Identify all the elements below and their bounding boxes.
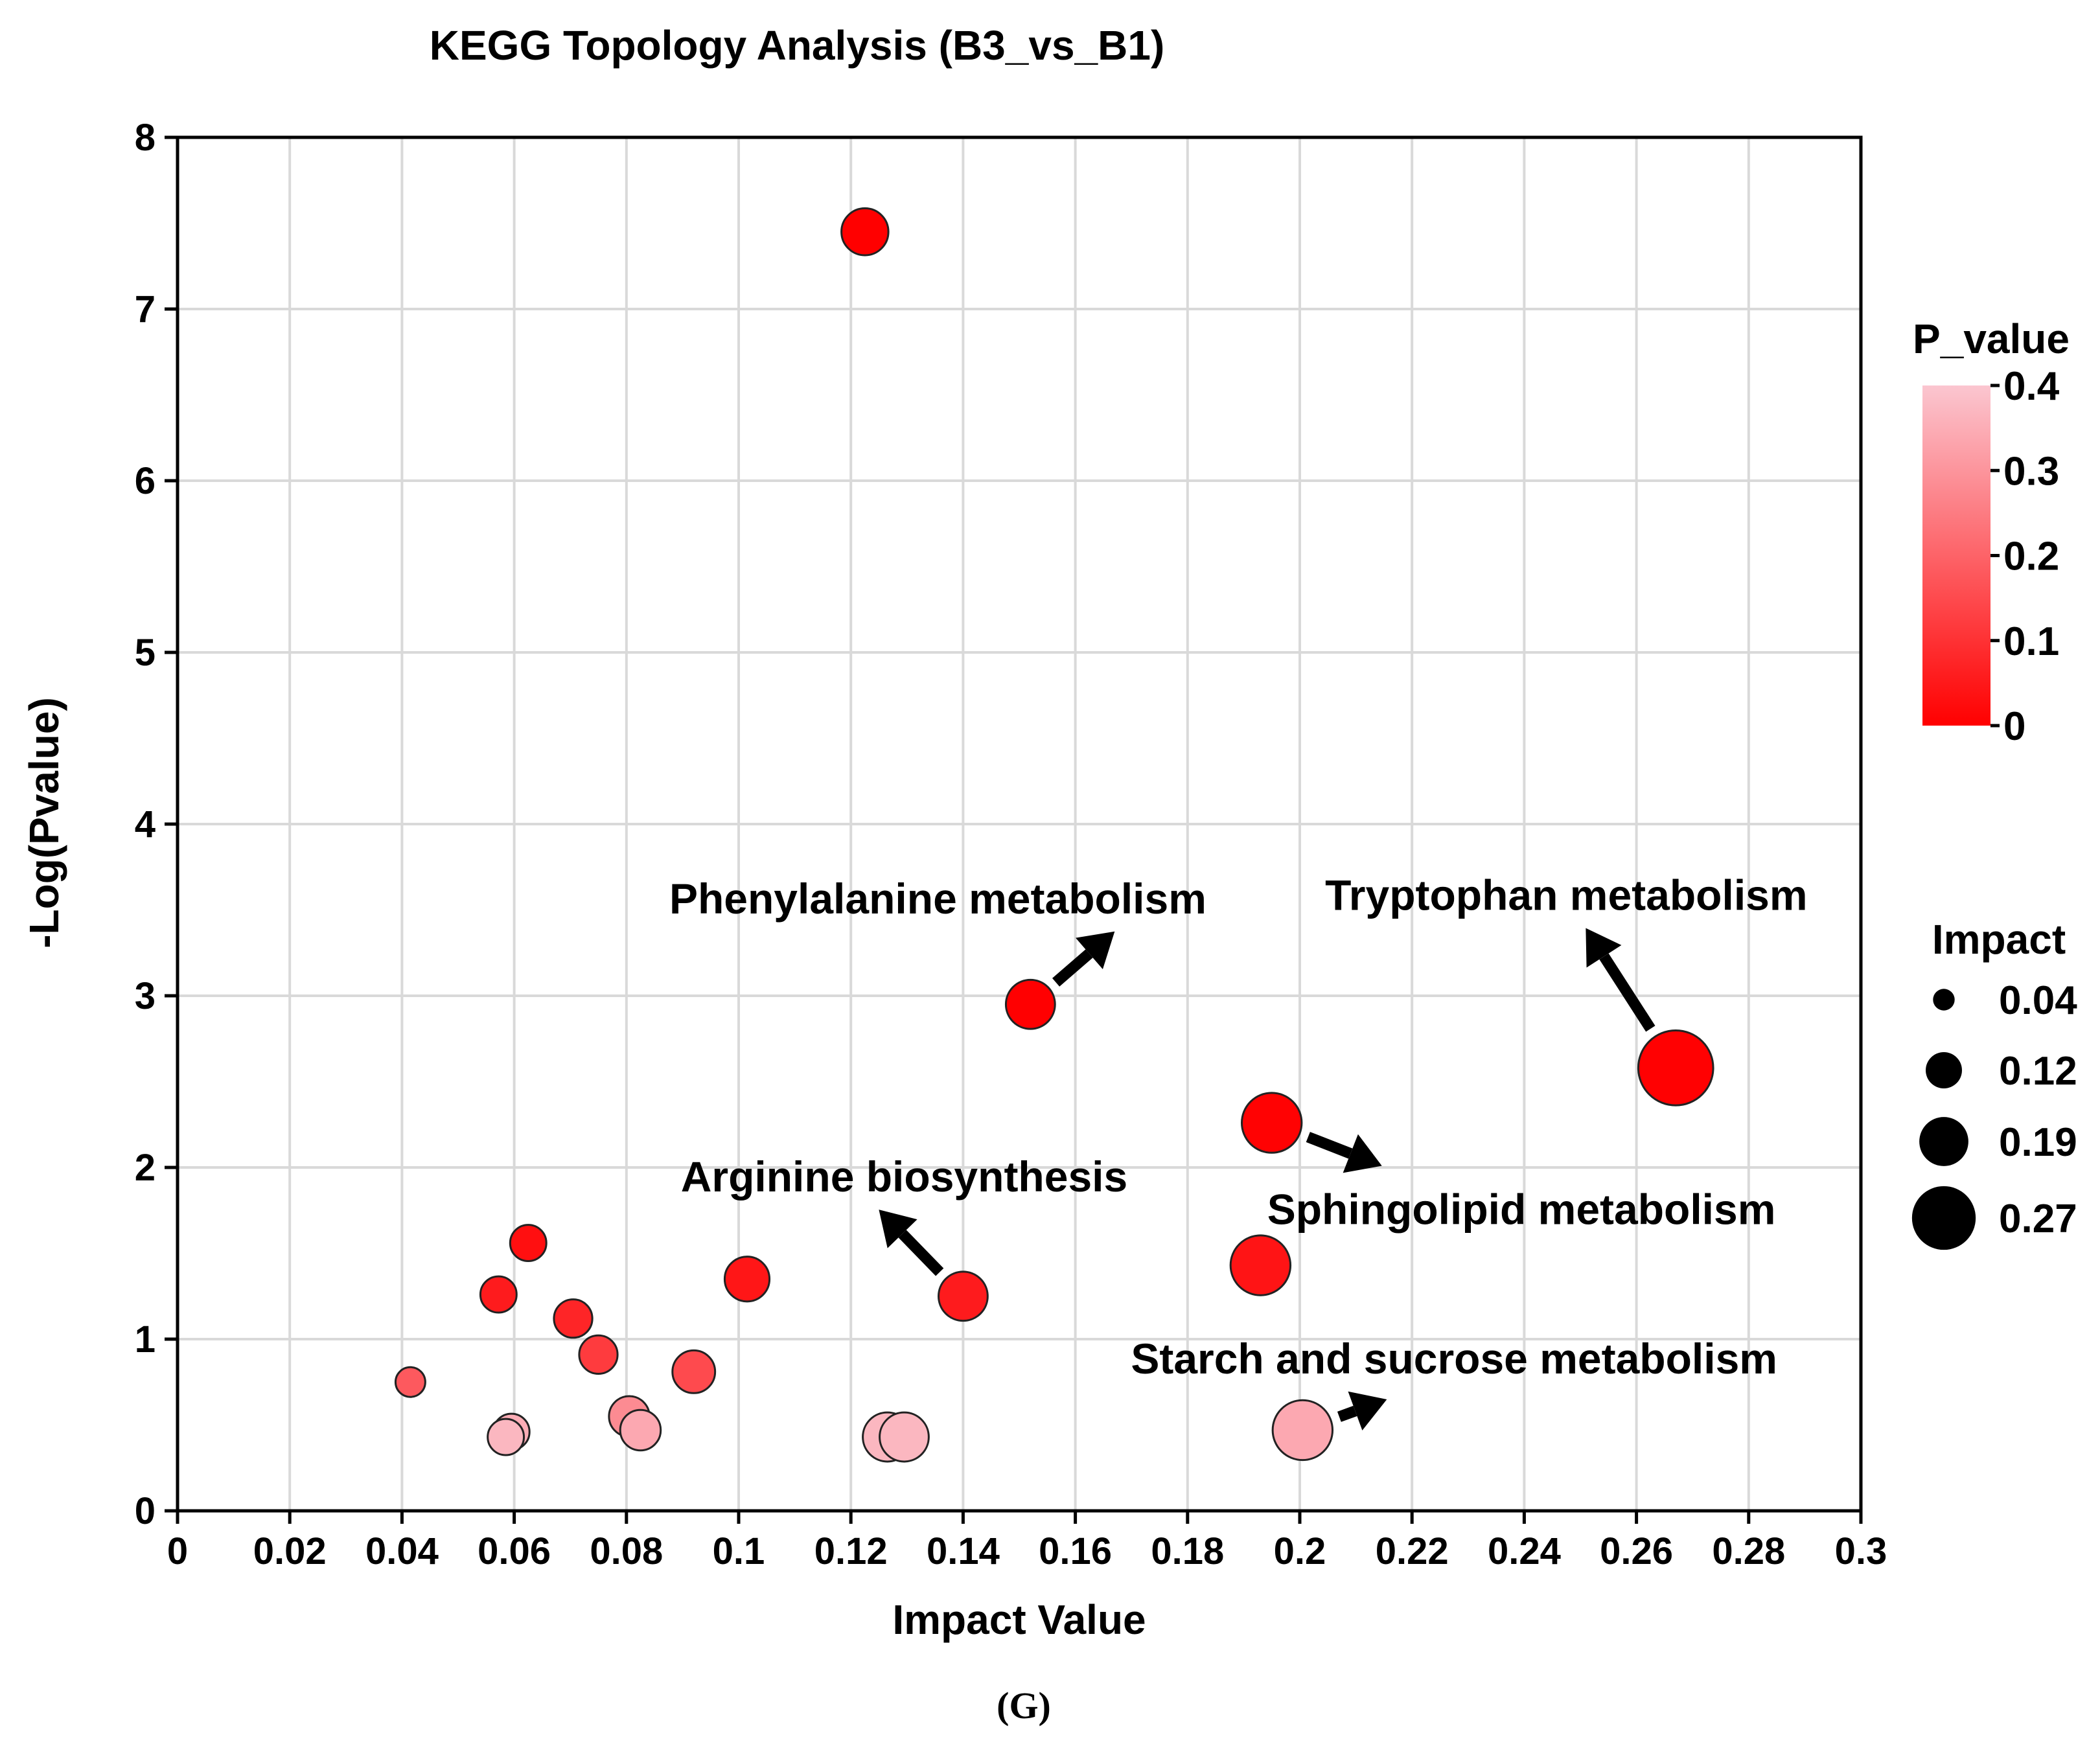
color-legend-tick-label: 0.4 (2003, 364, 2060, 409)
y-tick-label: 2 (135, 1147, 156, 1189)
color-legend: P_value 0.4 0.3 0.2 0.1 0 (1913, 316, 2070, 749)
data-point (394, 1366, 426, 1398)
size-legend-circle (1926, 1052, 1962, 1088)
annotation-arrows (879, 928, 1656, 1430)
x-tick-label: 0.22 (1376, 1530, 1449, 1572)
annotation-arrow-head (1076, 931, 1115, 970)
x-tick-label: 0.18 (1151, 1530, 1224, 1572)
x-tick-label: 0 (167, 1530, 188, 1572)
data-point (879, 1411, 930, 1463)
data-point (840, 207, 890, 257)
annotation-arrow-shaft (1599, 953, 1656, 1032)
annotation-label: Phenylalanine metabolism (669, 875, 1206, 923)
x-tick-label: 0.16 (1039, 1530, 1112, 1572)
x-tick-label: 0.08 (590, 1530, 663, 1572)
annotation-label: Starch and sucrose metabolism (1131, 1335, 1777, 1383)
data-point (479, 1275, 518, 1314)
color-legend-title: P_value (1913, 316, 2070, 362)
x-tick-label: 0.24 (1488, 1530, 1561, 1572)
data-point (938, 1270, 989, 1322)
y-tick-label: 5 (135, 632, 156, 674)
data-points (394, 207, 1714, 1463)
annotation-arrow-head (1348, 1391, 1387, 1430)
data-point (487, 1418, 525, 1456)
annotation-label: Tryptophan metabolism (1325, 871, 1807, 919)
annotation-arrow-shaft (1052, 949, 1093, 987)
y-tick-label: 8 (135, 117, 156, 159)
color-legend-ticks: 0.4 0.3 0.2 0.1 0 (1990, 364, 2060, 749)
annotation-arrow-shaft (1337, 1405, 1357, 1422)
data-point (553, 1298, 594, 1339)
annotation-arrow-head (1586, 928, 1622, 968)
size-legend-circle (1933, 989, 1955, 1011)
y-tick-label: 1 (135, 1318, 156, 1361)
x-tick-label: 0.06 (478, 1530, 551, 1572)
color-legend-tick-label: 0.1 (2003, 619, 2059, 664)
size-legend: Impact 0.04 0.12 0.19 0.27 (1911, 916, 2077, 1250)
y-tick-labels: 0 1 2 3 4 5 6 7 8 (135, 117, 156, 1532)
annotation-label: Arginine biosynthesis (681, 1153, 1127, 1200)
chart-title: KEGG Topology Analysis (B3_vs_B1) (430, 22, 1165, 69)
size-legend-label: 0.19 (1999, 1120, 2077, 1165)
x-tick-label: 0.28 (1712, 1530, 1785, 1572)
data-point (1637, 1029, 1714, 1107)
x-tick-label: 0.12 (814, 1530, 888, 1572)
size-legend-title: Impact (1932, 916, 2066, 963)
data-point (509, 1224, 548, 1263)
data-point (1229, 1234, 1292, 1296)
data-point (1271, 1399, 1334, 1462)
x-tick-label: 0.02 (253, 1530, 327, 1572)
x-tick-label: 0.14 (927, 1530, 1000, 1572)
size-legend-label: 0.27 (1999, 1197, 2077, 1241)
data-point (1004, 978, 1056, 1030)
annotation-label: Sphingolipid metabolism (1267, 1185, 1776, 1233)
grid (176, 136, 1862, 1512)
y-tick-label: 7 (135, 288, 156, 330)
x-tick-label: 0.26 (1600, 1530, 1673, 1572)
size-legend-label: 0.04 (1999, 978, 2077, 1023)
size-legend-circle (1911, 1186, 1976, 1250)
annotation-arrow-shaft (898, 1230, 944, 1276)
panel-label: (G) (997, 1684, 1051, 1727)
data-point (671, 1349, 717, 1394)
data-point (578, 1334, 619, 1375)
x-tick-labels: 0 0.02 0.04 0.06 0.08 0.1 0.12 0.14 0.16 0.18 0.2 0… (167, 1530, 1887, 1572)
size-legend-label: 0.12 (1999, 1049, 2077, 1094)
x-axis-title: Impact Value (892, 1596, 1146, 1643)
color-legend-gradient-bar (1922, 385, 1990, 726)
x-tick-label: 0.04 (365, 1530, 439, 1572)
y-axis-title: -Log(Pvalue) (21, 697, 67, 948)
color-legend-tick-label: 0.2 (2003, 534, 2059, 579)
annotation-arrow-head (879, 1210, 917, 1248)
x-tick-label: 0.2 (1274, 1530, 1326, 1572)
axis-ticks (165, 135, 1863, 1524)
annotations: Phenylalanine metabolism Tryptophan metab… (669, 871, 1808, 1383)
annotation-arrow-head (1343, 1134, 1382, 1173)
x-tick-label: 0.3 (1835, 1530, 1887, 1572)
data-point (723, 1256, 771, 1303)
color-legend-tick-label: 0.3 (2003, 449, 2059, 494)
x-tick-label: 0.1 (713, 1530, 765, 1572)
size-legend-items: 0.04 0.12 0.19 0.27 (1911, 978, 2077, 1250)
size-legend-circle (1919, 1117, 1968, 1166)
y-tick-label: 6 (135, 460, 156, 502)
y-tick-label: 3 (135, 975, 156, 1017)
data-point (619, 1408, 662, 1452)
y-tick-label: 4 (135, 803, 156, 845)
data-point (1241, 1092, 1303, 1154)
annotation-arrow-shaft (1306, 1132, 1353, 1159)
y-tick-label: 0 (135, 1490, 156, 1532)
color-legend-tick-label: 0 (2003, 704, 2025, 749)
